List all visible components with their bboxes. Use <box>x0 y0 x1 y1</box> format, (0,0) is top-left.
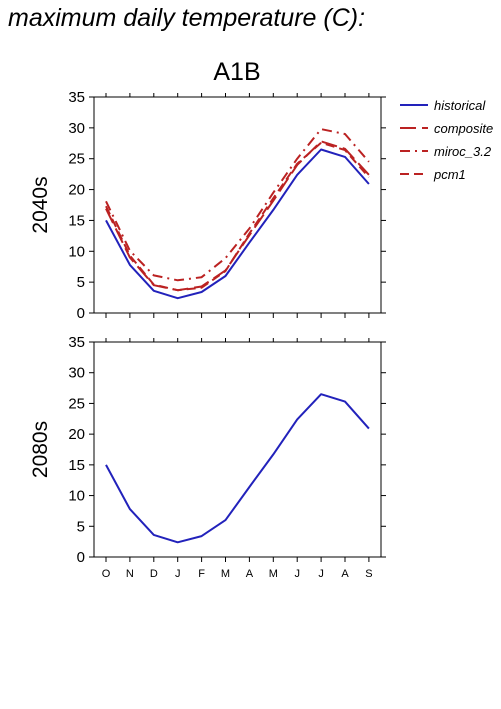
y-tick-label: 20 <box>68 182 85 199</box>
y-tick-label: 15 <box>68 457 85 474</box>
y-tick-label: 5 <box>77 274 85 291</box>
x-tick-label: J <box>318 568 324 580</box>
y-tick-label: 35 <box>68 89 85 106</box>
x-tick-label: D <box>150 568 158 580</box>
x-tick-label: O <box>102 568 111 580</box>
x-tick-label: M <box>221 568 230 580</box>
x-tick-label: A <box>246 568 254 580</box>
x-tick-label: S <box>365 568 372 580</box>
series-line-pcm1 <box>105 141 370 292</box>
legend-label: pcm1 <box>433 167 466 182</box>
y-tick-label: 10 <box>68 243 85 260</box>
series-line-historical <box>105 393 370 544</box>
series-line-historical <box>105 148 370 300</box>
legend-label: composite <box>434 121 493 136</box>
page-title: maximum daily temperature (C): <box>8 4 366 32</box>
y-tick-label: 30 <box>68 120 85 137</box>
plot-frame <box>93 96 382 314</box>
x-tick-label: F <box>198 568 205 580</box>
series-line-composite <box>105 140 370 292</box>
y-tick-label: 20 <box>68 426 85 443</box>
series-line-miroc_3.2 <box>105 128 370 282</box>
y-tick-label: 25 <box>68 395 85 412</box>
y-tick-label: 10 <box>68 488 85 505</box>
panel-2040s: 0 5 10 15 20 25 30 35 2040s <box>29 89 386 322</box>
panel-label: 2080s <box>29 421 52 478</box>
legend-label: historical <box>434 98 486 113</box>
panel-2080s: 0 5 10 15 20 25 30 35 O N D J F M A M J J A S 2080s <box>29 334 386 580</box>
x-tick-label: M <box>269 568 278 580</box>
y-tick-label: 25 <box>68 151 85 168</box>
y-tick-label: 30 <box>68 365 85 382</box>
plot-frame <box>93 341 382 558</box>
y-tick-label: 0 <box>77 549 85 566</box>
legend-label: miroc_3.2 <box>434 144 492 159</box>
x-tick-label: J <box>294 568 300 580</box>
y-tick-label: 5 <box>77 518 85 535</box>
panel-label: 2040s <box>29 176 52 233</box>
y-tick-label: 35 <box>68 334 85 351</box>
scenario-title: A1B <box>213 58 260 86</box>
x-tick-label: A <box>341 568 349 580</box>
y-tick-label: 0 <box>77 305 85 322</box>
x-tick-label: N <box>126 568 134 580</box>
x-tick-label: J <box>175 568 181 580</box>
y-tick-label: 15 <box>68 212 85 229</box>
